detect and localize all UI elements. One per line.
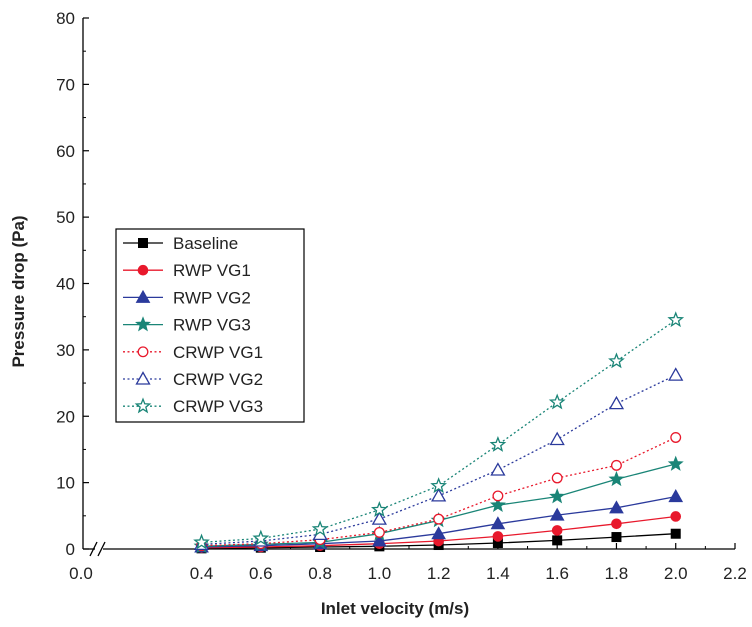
x-axis-title: Inlet velocity (m/s) [321, 599, 469, 618]
axis-break-mark [97, 541, 106, 557]
data-point [608, 395, 625, 410]
x-tick-label: 1.8 [605, 564, 629, 583]
y-tick-label: 70 [56, 75, 75, 94]
data-point [431, 488, 447, 502]
data-point [492, 490, 504, 502]
data-point [193, 533, 210, 550]
y-tick-label: 20 [56, 407, 75, 426]
data-point [372, 533, 387, 547]
data-point [609, 500, 624, 514]
legend-marker [135, 371, 151, 385]
data-point [611, 518, 622, 530]
series-crwp-vg1 [196, 432, 682, 552]
data-point [670, 511, 682, 522]
legend-label: RWP VG1 [173, 261, 251, 280]
legend-label: Baseline [173, 234, 238, 253]
legend-box [115, 228, 305, 423]
x-tick-label: 1.2 [427, 564, 451, 583]
data-point [492, 531, 504, 542]
legend-label: CRWP VG3 [173, 397, 263, 416]
legend-label: CRWP VG2 [173, 370, 263, 389]
x-tick-label: 1.4 [486, 564, 510, 583]
y-tick-label: 30 [56, 341, 75, 360]
x-tick-label: 1.6 [545, 564, 569, 583]
legend-marker [137, 264, 149, 276]
data-point [431, 526, 446, 540]
data-point [549, 431, 565, 446]
legend-marker [134, 397, 152, 414]
data-point [608, 470, 625, 487]
data-point [373, 526, 385, 538]
data-point [611, 459, 622, 471]
legend-label: CRWP VG1 [173, 343, 263, 362]
data-point [370, 501, 388, 517]
series-crwp-vg3 [193, 311, 685, 550]
axis-break-mark [89, 541, 98, 557]
data-point [252, 529, 270, 546]
x-tick-label: 1.0 [368, 564, 392, 583]
data-point [668, 367, 684, 381]
x-tick-label: 0.4 [190, 564, 214, 583]
data-point [668, 489, 684, 503]
data-point [430, 477, 448, 494]
data-point [552, 535, 563, 546]
data-point [489, 435, 507, 452]
x-tick-label: 2.0 [664, 564, 688, 583]
data-point [670, 528, 681, 539]
legend-label: RWP VG2 [173, 288, 251, 307]
ticks: 0 10 20 30 40 50 60 70 80 0.0 0.4 0.6 0.8 1.0 1.2 1.4 1.… [56, 9, 747, 583]
y-tick-label: 40 [56, 275, 75, 294]
data-point [433, 513, 445, 525]
x-tick-label: 0.0 [69, 564, 93, 583]
x-tick-label: 2.2 [723, 564, 747, 583]
data-point [489, 496, 506, 512]
data-point [667, 455, 684, 471]
data-point [311, 520, 329, 537]
data-point [667, 311, 685, 328]
y-tick-label: 80 [56, 9, 75, 28]
data-point [549, 507, 565, 521]
legend-label: RWP VG3 [173, 316, 251, 335]
data-point [551, 525, 563, 536]
legend: Baseline RWP VG1 RWP VG2 RWP VG3 CRWP VG1 CRW… [115, 228, 305, 423]
y-tick-label: 60 [56, 142, 75, 161]
legend-marker [138, 238, 148, 248]
data-point [551, 472, 563, 484]
x-tick-label: 0.6 [249, 564, 273, 583]
series-layer [193, 311, 685, 554]
y-tick-label: 0 [66, 540, 75, 559]
y-axis-title: Pressure drop (Pa) [9, 215, 28, 367]
data-point [490, 462, 506, 476]
data-point [608, 352, 625, 369]
y-tick-label: 10 [56, 474, 75, 493]
data-point [611, 532, 622, 543]
data-point [670, 432, 682, 443]
legend-marker [137, 346, 149, 358]
data-point [548, 393, 566, 410]
x-tick-label: 0.8 [308, 564, 332, 583]
legend-marker [135, 316, 151, 332]
data-point [371, 511, 387, 525]
y-tick-label: 50 [56, 208, 75, 227]
data-point [549, 488, 566, 504]
legend-marker [135, 289, 151, 303]
data-point [490, 516, 506, 530]
